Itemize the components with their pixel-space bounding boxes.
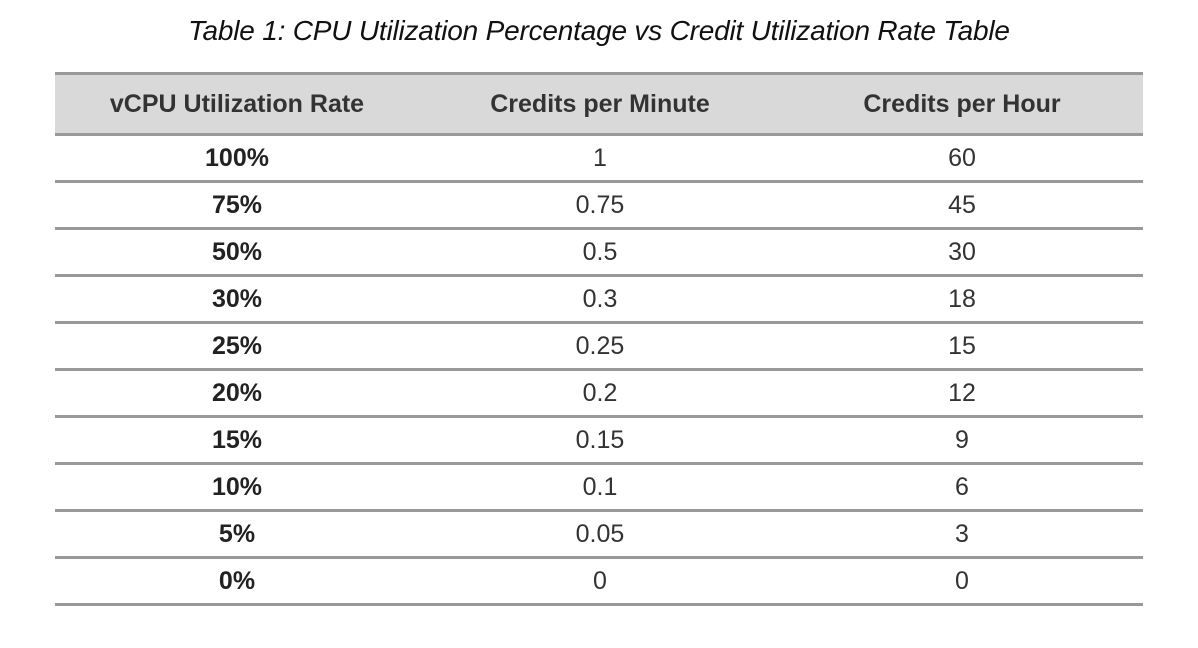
table-row: 10% 0.1 6 [55,463,1143,512]
column-header-credits-per-minute: Credits per Minute [419,72,781,136]
table-body: 100% 1 60 75% 0.75 45 50% 0.5 30 30% 0.3 18 25% 0.25 1… [55,134,1143,606]
rate-cell: 20% [55,369,419,418]
rate-cell: 15% [55,416,419,465]
credits-per-minute-cell: 0 [419,557,781,606]
rate-cell: 25% [55,322,419,371]
credits-per-hour-cell: 45 [781,181,1143,230]
credits-per-minute-cell: 0.3 [419,275,781,324]
table-row: 20% 0.2 12 [55,369,1143,418]
credits-per-minute-cell: 0.15 [419,416,781,465]
table-row: 0% 0 0 [55,557,1143,606]
table-header: vCPU Utilization Rate Credits per Minute… [55,72,1143,136]
credit-utilization-table: vCPU Utilization Rate Credits per Minute… [55,72,1143,606]
table-row: 75% 0.75 45 [55,181,1143,230]
rate-cell: 5% [55,510,419,559]
table-row: 50% 0.5 30 [55,228,1143,277]
credits-per-hour-cell: 60 [781,134,1143,183]
table-row: 30% 0.3 18 [55,275,1143,324]
rate-cell: 0% [55,557,419,606]
header-row: vCPU Utilization Rate Credits per Minute… [55,72,1143,136]
credits-per-minute-cell: 0.1 [419,463,781,512]
credits-per-hour-cell: 15 [781,322,1143,371]
rate-cell: 10% [55,463,419,512]
credits-per-minute-cell: 0.5 [419,228,781,277]
table-row: 100% 1 60 [55,134,1143,183]
credits-per-minute-cell: 0.2 [419,369,781,418]
credit-table-container: vCPU Utilization Rate Credits per Minute… [55,72,1143,606]
column-header-credits-per-hour: Credits per Hour [781,72,1143,136]
rate-cell: 100% [55,134,419,183]
credits-per-hour-cell: 0 [781,557,1143,606]
credits-per-minute-cell: 0.05 [419,510,781,559]
rate-cell: 30% [55,275,419,324]
credits-per-minute-cell: 1 [419,134,781,183]
credits-per-hour-cell: 3 [781,510,1143,559]
credits-per-hour-cell: 12 [781,369,1143,418]
table-caption: Table 1: CPU Utilization Percentage vs C… [188,15,1010,46]
credits-per-minute-cell: 0.75 [419,181,781,230]
table-row: 15% 0.15 9 [55,416,1143,465]
credits-per-minute-cell: 0.25 [419,322,781,371]
column-header-vcpu-utilization-rate: vCPU Utilization Rate [55,72,419,136]
rate-cell: 50% [55,228,419,277]
credits-per-hour-cell: 6 [781,463,1143,512]
credits-per-hour-cell: 9 [781,416,1143,465]
credits-per-hour-cell: 18 [781,275,1143,324]
table-row: 25% 0.25 15 [55,322,1143,371]
rate-cell: 75% [55,181,419,230]
table-row: 5% 0.05 3 [55,510,1143,559]
credits-per-hour-cell: 30 [781,228,1143,277]
